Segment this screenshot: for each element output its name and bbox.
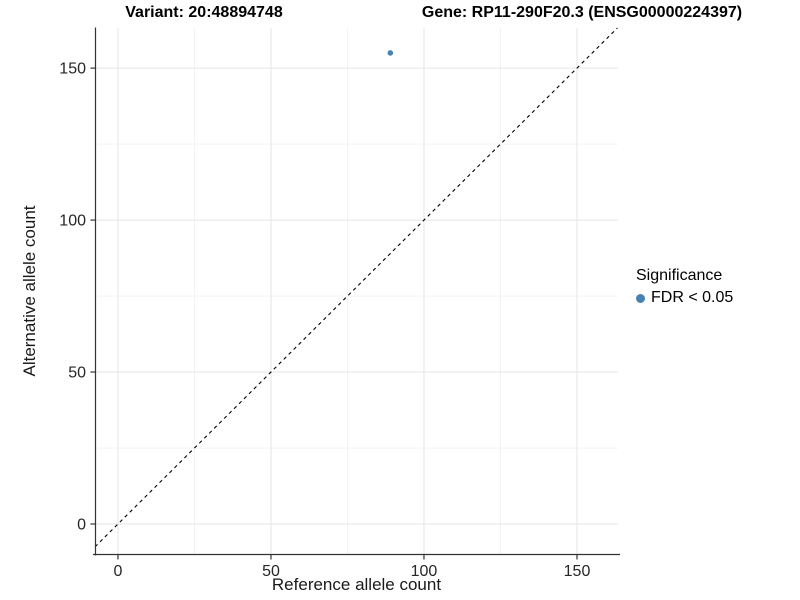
plot-panel: 0 50 100 150 0 50 100 150 [59, 27, 620, 580]
y-tick-label: 0 [77, 516, 86, 533]
data-point [387, 50, 394, 56]
legend-point-swatch [636, 293, 645, 303]
y-tick-label: 50 [68, 364, 86, 381]
x-tick-label: 50 [262, 563, 280, 580]
y-tick-label: 100 [59, 213, 86, 230]
legend-item-label: FDR < 0.05 [651, 289, 734, 306]
variant-title: Variant: 20:48894748 [125, 4, 283, 21]
x-tick-label: 150 [564, 563, 591, 580]
x-tick-label: 0 [113, 563, 122, 580]
x-axis-label: Reference allele count [271, 575, 442, 594]
legend-title: Significance [636, 267, 723, 284]
y-axis-label: Alternative allele count [20, 205, 39, 377]
identity-reference-line [94, 27, 618, 548]
legend: Significance FDR < 0.05 [636, 267, 733, 307]
gene-title: Gene: RP11-290F20.3 (ENSG00000224397) [421, 4, 743, 21]
x-tick-label: 100 [411, 563, 438, 580]
legend-item-fdr: FDR < 0.05 [636, 289, 733, 307]
y-tick-label: 150 [59, 61, 86, 78]
